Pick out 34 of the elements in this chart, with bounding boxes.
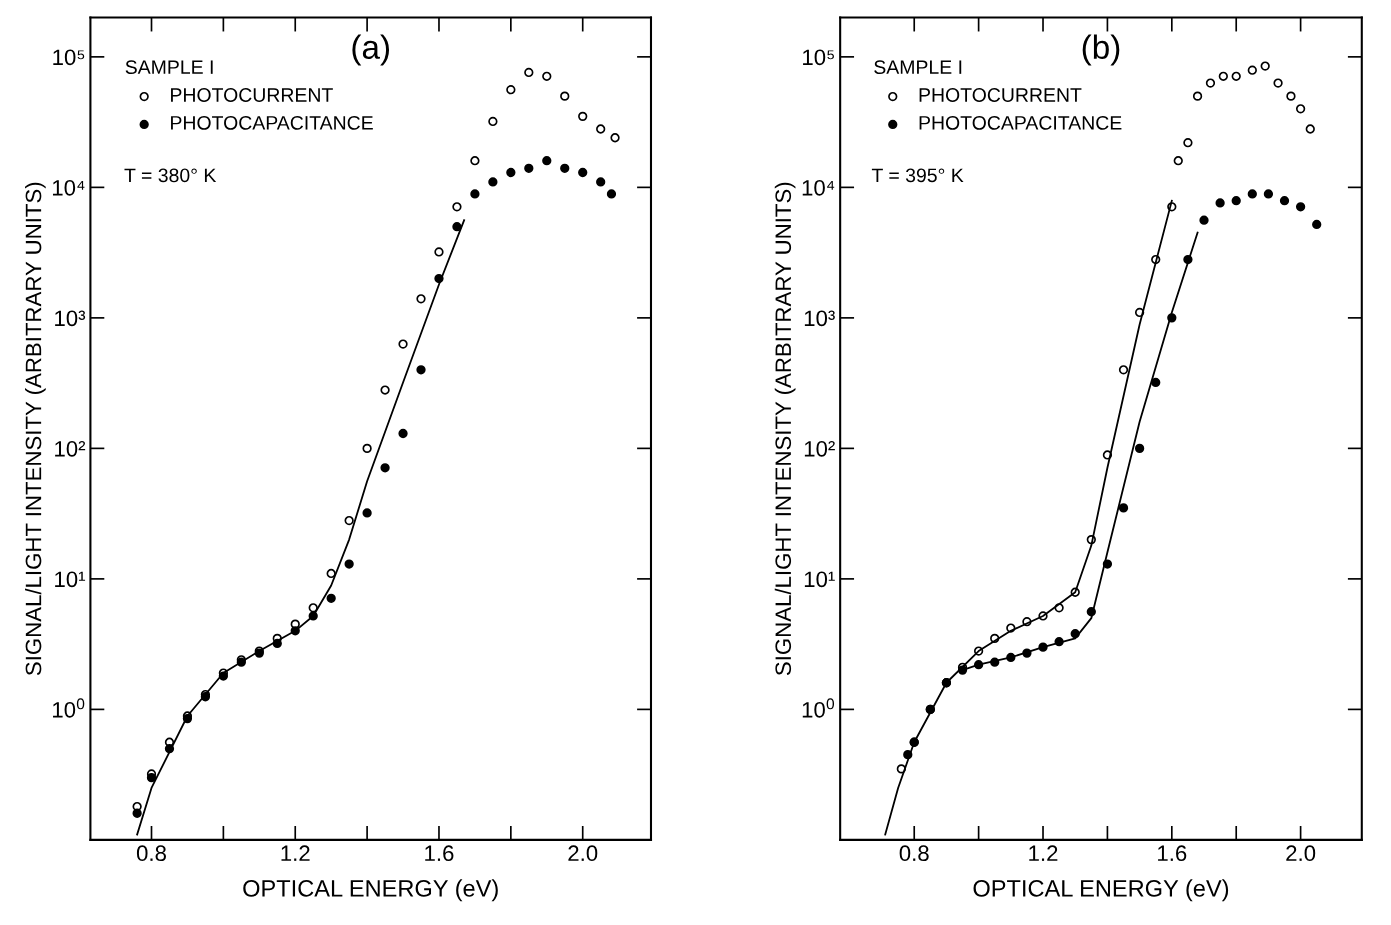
y-tick-label: 10⁵ [53,49,85,66]
chart-title: (b) [1082,34,1120,66]
x-tick-label: 0.8 [136,845,166,862]
x-tick-label: 2.0 [1286,845,1316,862]
y-axis-title: SIGNAL/LIGHT INTENSITY (ARBITRARY UNITS) [774,182,796,676]
y-axis-title: SIGNAL/LIGHT INTENSITY (ARBITRARY UNITS) [25,182,46,676]
x-tick-label: 2.0 [568,845,598,862]
legend-label: PHOTOCAPACITANCE [171,115,373,130]
y-tick-label: 10⁴ [802,179,835,196]
legend-label: PHOTOCAPACITANCE [919,115,1122,130]
x-tick-label: 0.8 [899,845,929,862]
x-tick-label: 1.6 [1158,845,1187,862]
annotation: T = 395° K [871,168,964,183]
legend-title: SAMPLE I [125,60,213,75]
y-tick-label: 10³ [55,310,86,327]
x-tick-label: 1.2 [1029,845,1058,861]
y-tick-label: 10$^{0}$ [802,698,835,718]
y-tick-label: 10⁵ [803,49,834,66]
y-tick-label: 10¹ [804,571,835,588]
legend-label: PHOTOCURRENT [919,88,1082,102]
x-tick-label: 1.6 [425,845,454,862]
x-axis-title: OPTICAL ENERGY (eV) [973,879,1229,902]
y-tick-label: 10⁴ [52,179,85,196]
y-tick-label: 10³ [804,310,835,327]
y-tick-label: 10² [804,440,835,457]
y-tick-label: 10¹ [55,571,86,588]
x-axis-title: OPTICAL ENERGY (eV) [243,879,498,902]
y-tick-label: 10$^{0}$ [53,698,85,718]
chart-title: (a) [352,34,389,66]
legend-title: SAMPLE I [874,60,962,75]
annotation: T = 380° K [124,168,217,183]
y-tick-label: 10² [55,440,86,457]
legend-label: PHOTOCURRENT [171,88,333,102]
x-tick-label: 1.2 [281,845,310,861]
